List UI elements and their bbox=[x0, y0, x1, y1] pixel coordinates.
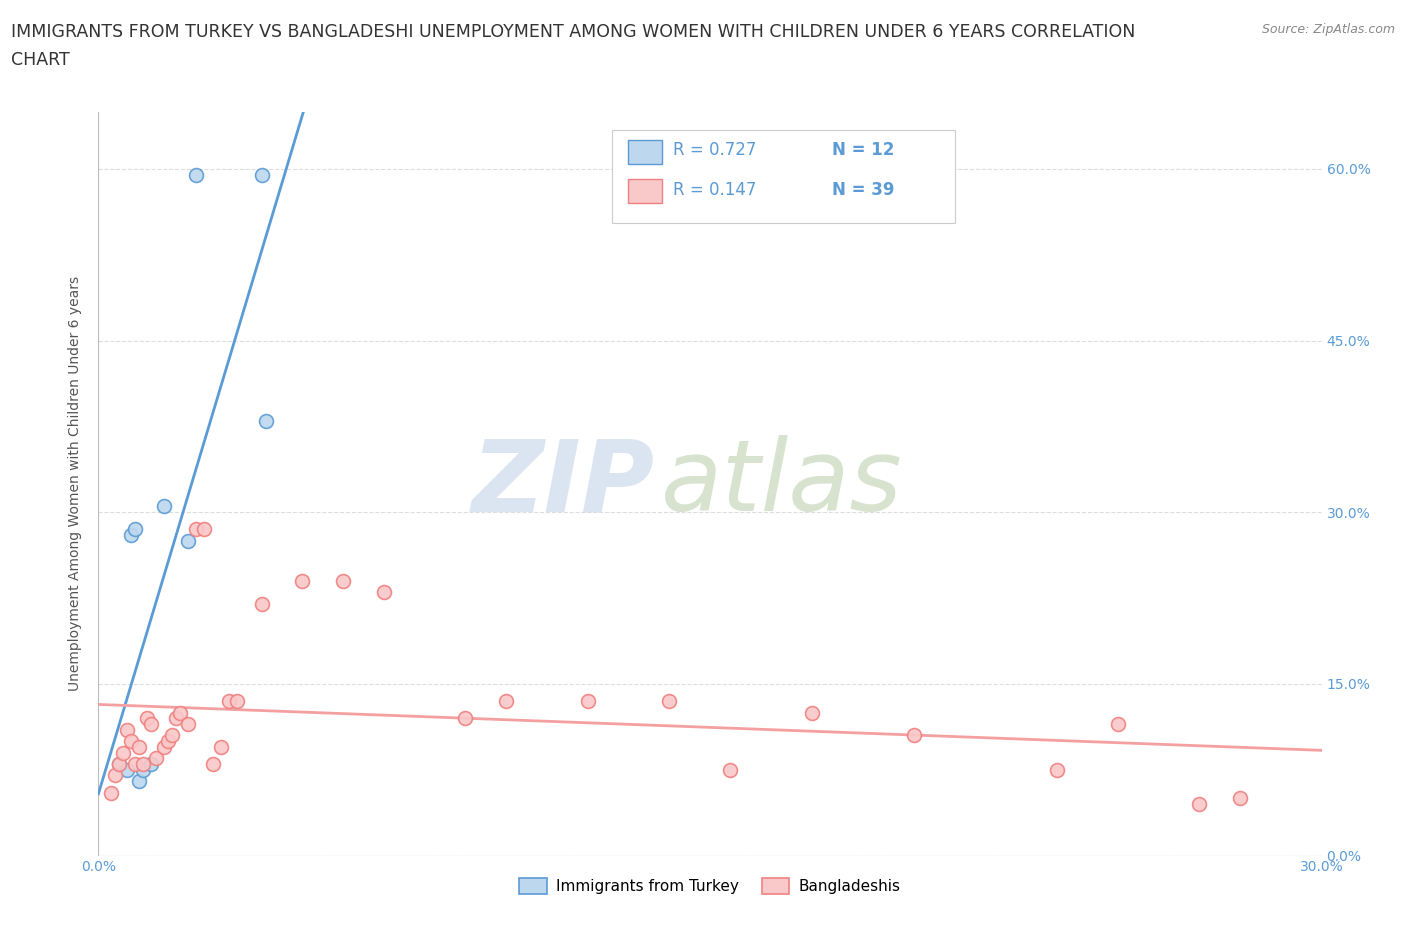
Point bbox=[718, 763, 742, 777]
Y-axis label: Unemployment Among Women with Children Under 6 years: Unemployment Among Women with Children U… bbox=[69, 276, 83, 691]
Point bbox=[177, 716, 200, 731]
Legend: Immigrants from Turkey, Bangladeshis: Immigrants from Turkey, Bangladeshis bbox=[513, 871, 907, 900]
Text: R = 0.727: R = 0.727 bbox=[673, 141, 756, 159]
Point bbox=[108, 757, 131, 772]
Point bbox=[186, 167, 208, 182]
FancyBboxPatch shape bbox=[612, 130, 955, 223]
Point bbox=[115, 723, 138, 737]
Point bbox=[226, 694, 249, 709]
Point bbox=[100, 785, 122, 800]
Point bbox=[111, 745, 134, 760]
Point bbox=[903, 728, 925, 743]
Point bbox=[576, 694, 599, 709]
Point bbox=[141, 716, 163, 731]
Point bbox=[495, 694, 517, 709]
Point bbox=[254, 413, 277, 428]
FancyBboxPatch shape bbox=[628, 179, 662, 203]
Point bbox=[193, 522, 215, 537]
Point bbox=[332, 574, 354, 589]
Point bbox=[1229, 790, 1251, 805]
Point bbox=[152, 739, 174, 754]
Point bbox=[1107, 716, 1129, 731]
Point bbox=[658, 694, 681, 709]
Point bbox=[454, 711, 477, 725]
Point bbox=[291, 574, 314, 589]
Text: N = 39: N = 39 bbox=[832, 180, 894, 199]
Point bbox=[218, 694, 240, 709]
Point bbox=[152, 499, 174, 514]
Point bbox=[120, 527, 142, 542]
Point bbox=[132, 757, 155, 772]
Point bbox=[132, 763, 155, 777]
Text: IMMIGRANTS FROM TURKEY VS BANGLADESHI UNEMPLOYMENT AMONG WOMEN WITH CHILDREN UND: IMMIGRANTS FROM TURKEY VS BANGLADESHI UN… bbox=[11, 23, 1136, 41]
Text: CHART: CHART bbox=[11, 51, 70, 69]
Point bbox=[120, 734, 142, 749]
Point bbox=[115, 763, 138, 777]
Point bbox=[165, 711, 187, 725]
Point bbox=[156, 734, 179, 749]
Point bbox=[108, 757, 131, 772]
Point bbox=[177, 534, 200, 549]
Point bbox=[1045, 763, 1069, 777]
Point bbox=[128, 739, 150, 754]
Point bbox=[128, 774, 150, 789]
Point bbox=[136, 711, 159, 725]
Point bbox=[201, 757, 224, 772]
Text: N = 12: N = 12 bbox=[832, 141, 894, 159]
FancyBboxPatch shape bbox=[628, 140, 662, 164]
Point bbox=[1188, 797, 1211, 812]
Point bbox=[250, 596, 273, 611]
Point bbox=[124, 757, 146, 772]
Text: R = 0.147: R = 0.147 bbox=[673, 180, 756, 199]
Point bbox=[124, 522, 146, 537]
Point bbox=[104, 768, 127, 783]
Text: atlas: atlas bbox=[661, 435, 903, 532]
Point bbox=[145, 751, 167, 765]
Point bbox=[209, 739, 232, 754]
Point bbox=[801, 705, 824, 720]
Point bbox=[141, 757, 163, 772]
Point bbox=[186, 522, 208, 537]
Point bbox=[373, 585, 395, 600]
Text: Source: ZipAtlas.com: Source: ZipAtlas.com bbox=[1261, 23, 1395, 36]
Point bbox=[250, 167, 273, 182]
Point bbox=[160, 728, 183, 743]
Text: ZIP: ZIP bbox=[472, 435, 655, 532]
Point bbox=[169, 705, 191, 720]
